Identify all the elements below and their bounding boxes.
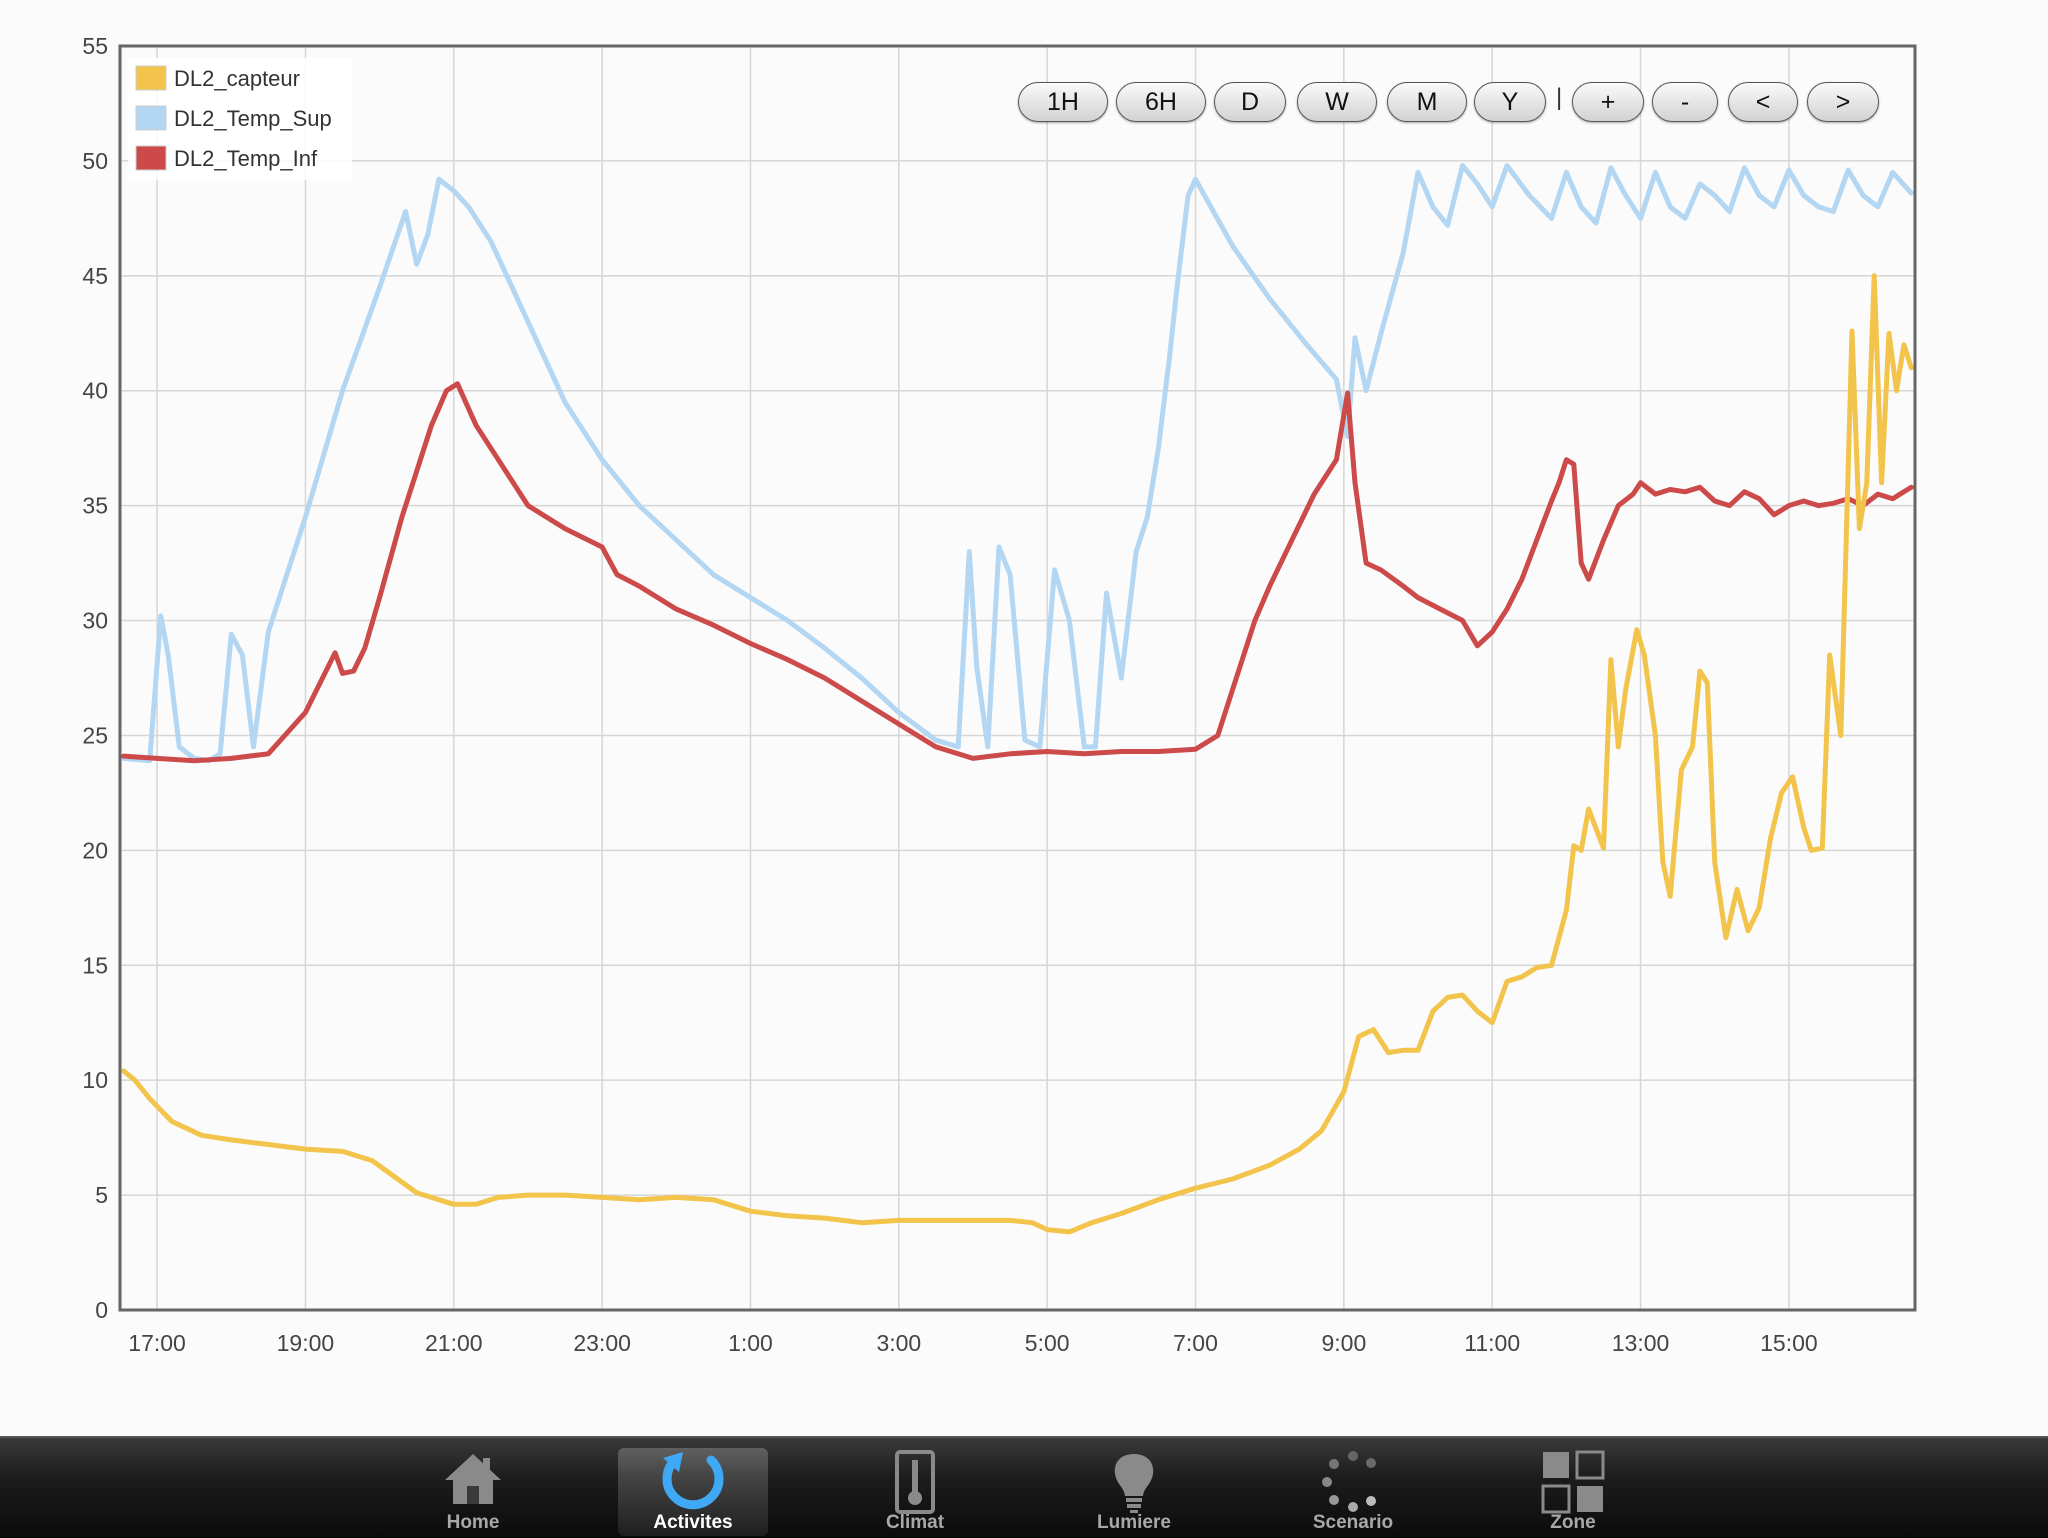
range-button-2[interactable]: 6H <box>1116 82 1206 122</box>
y-tick-label: 50 <box>82 148 108 174</box>
legend-swatch <box>135 65 167 91</box>
series-line-dl2-temp-sup <box>121 163 1914 764</box>
y-tick-label: 25 <box>82 722 108 748</box>
spinner-icon <box>1322 1451 1376 1512</box>
tab-zone-label: Zone <box>1550 1512 1596 1533</box>
x-tick-label: 9:00 <box>1321 1330 1366 1356</box>
y-axis: 0 5 10 15 20 25 30 35 40 45 50 55 <box>82 33 108 1323</box>
legend: DL2_capteur DL2_Temp_Sup DL2_Temp_Inf <box>128 58 352 180</box>
y-tick-label: 40 <box>82 378 108 404</box>
y-tick-label: 35 <box>82 493 108 519</box>
x-tick-label: 15:00 <box>1760 1330 1818 1356</box>
tab-lumiere[interactable]: Lumiere <box>1059 1448 1209 1536</box>
range-button-1[interactable]: 1H <box>1018 82 1108 122</box>
x-tick-label: 23:00 <box>573 1330 631 1356</box>
tab-home-label: Home <box>446 1512 500 1533</box>
y-tick-label: 10 <box>82 1067 108 1093</box>
y-tick-label: 20 <box>82 837 108 863</box>
house-icon <box>445 1454 501 1504</box>
range-button-10[interactable]: > <box>1807 82 1879 122</box>
refresh-icon <box>662 1452 724 1510</box>
tab-scenario[interactable]: Scenario <box>1278 1448 1428 1536</box>
tab-activites[interactable]: Activites <box>618 1448 768 1536</box>
range-button-9[interactable]: < <box>1728 82 1798 122</box>
range-button-4[interactable]: W <box>1297 82 1377 122</box>
legend-swatch <box>135 105 167 131</box>
plot-frame <box>118 44 1917 1312</box>
y-tick-label: 55 <box>82 33 108 59</box>
tab-bar: Home Activites Climat Lumiere <box>0 1436 2048 1538</box>
tab-climat-label: Climat <box>885 1512 945 1533</box>
lightbulb-icon <box>1114 1454 1154 1513</box>
y-tick-label: 5 <box>95 1182 108 1208</box>
x-tick-label: 11:00 <box>1464 1330 1520 1356</box>
x-tick-label: 7:00 <box>1173 1330 1218 1356</box>
y-tick-label: 15 <box>82 952 108 978</box>
tab-climat[interactable]: Climat <box>840 1448 990 1536</box>
range-button-5[interactable]: M <box>1387 82 1467 122</box>
tab-lumiere-label: Lumiere <box>1097 1512 1171 1533</box>
button-separator: | <box>1556 84 1563 111</box>
legend-swatch <box>135 145 167 171</box>
series-line-dl2-temp-inf <box>121 381 1914 764</box>
tab-scenario-label: Scenario <box>1312 1512 1394 1533</box>
y-tick-label: 0 <box>95 1297 108 1323</box>
y-tick-label: 45 <box>82 263 108 289</box>
range-button-6[interactable]: Y <box>1474 82 1546 122</box>
tab-home[interactable]: Home <box>398 1448 548 1536</box>
x-tick-label: 1:00 <box>728 1330 773 1356</box>
chart-series <box>121 163 1914 1235</box>
range-button-7[interactable]: + <box>1572 82 1644 122</box>
tab-zone[interactable]: Zone <box>1498 1448 1648 1536</box>
x-tick-label: 13:00 <box>1612 1330 1670 1356</box>
x-tick-label: 5:00 <box>1025 1330 1070 1356</box>
series-line-dl2-capteur <box>121 273 1914 1235</box>
line-chart: 0 5 10 15 20 25 30 35 40 45 50 55 17:00 19:00 21:00 23… <box>82 33 1917 1356</box>
grid-icon <box>1541 1450 1605 1514</box>
range-button-8[interactable]: - <box>1652 82 1718 122</box>
x-tick-label: 19:00 <box>277 1330 335 1356</box>
range-button-3[interactable]: D <box>1214 82 1286 122</box>
thermometer-icon <box>895 1450 935 1514</box>
x-tick-label: 17:00 <box>128 1330 186 1356</box>
tab-activites-label: Activites <box>653 1512 733 1533</box>
y-tick-label: 30 <box>82 608 108 634</box>
x-tick-label: 3:00 <box>876 1330 921 1356</box>
legend-label: DL2_capteur <box>174 66 300 91</box>
legend-label: DL2_Temp_Sup <box>174 106 332 131</box>
x-axis: 17:00 19:00 21:00 23:00 1:00 3:00 5:00 7:00 9:00… <box>128 1330 1817 1356</box>
legend-label: DL2_Temp_Inf <box>174 146 318 171</box>
x-tick-label: 21:00 <box>425 1330 483 1356</box>
